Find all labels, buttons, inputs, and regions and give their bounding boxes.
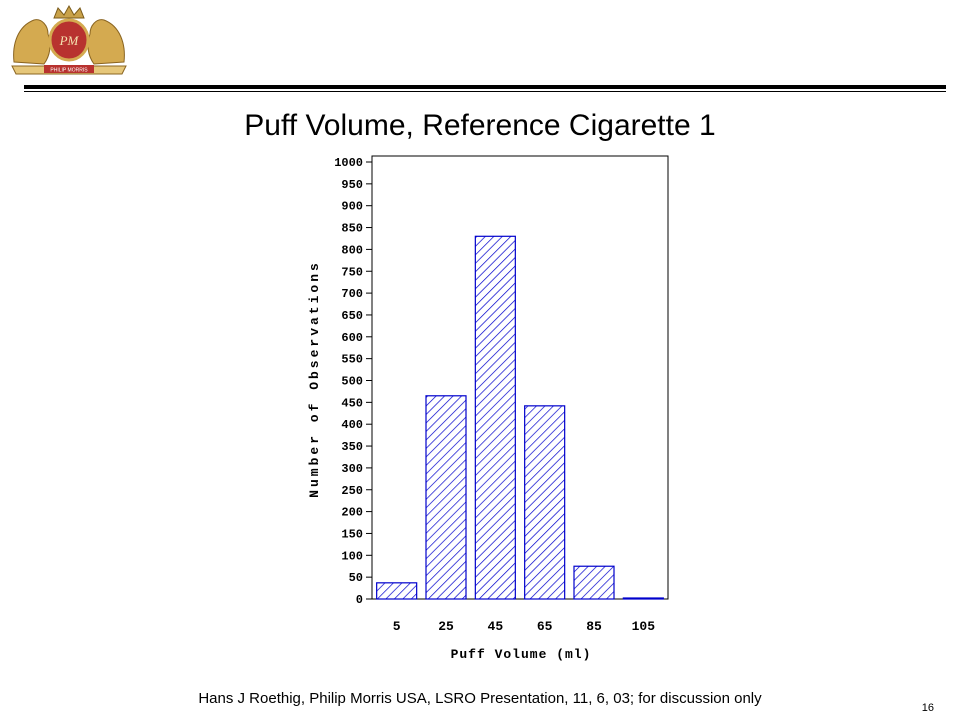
bar xyxy=(425,395,467,600)
y-tick-label: 600 xyxy=(341,331,363,345)
crown-icon xyxy=(53,4,85,19)
y-tick-label: 350 xyxy=(341,440,363,454)
y-tick-label: 700 xyxy=(341,287,363,301)
x-tick-label: 105 xyxy=(632,619,656,634)
y-tick-label: 650 xyxy=(341,309,363,323)
logo-banner-center xyxy=(44,65,94,73)
y-tick-label: 100 xyxy=(341,549,363,563)
y-tick-label: 250 xyxy=(341,484,363,498)
logo-banner-text: PHILIP MORRIS xyxy=(50,68,88,74)
footer-text: Hans J Roethig, Philip Morris USA, LSRO … xyxy=(198,690,762,707)
y-tick-label: 750 xyxy=(341,265,363,279)
y-tick-label: 1000 xyxy=(334,156,363,170)
x-tick-label: 5 xyxy=(393,619,401,634)
x-tick-label: 65 xyxy=(537,619,553,634)
bar xyxy=(376,582,418,600)
x-tick-label: 45 xyxy=(488,619,504,634)
y-axis-label: Number of Observations xyxy=(307,260,322,498)
bar xyxy=(524,405,566,600)
crest-medallion xyxy=(48,18,90,62)
header-rule xyxy=(24,85,946,89)
y-tick-label: 950 xyxy=(341,178,363,192)
header-rule-thin xyxy=(24,91,946,92)
bars xyxy=(376,235,664,600)
bar xyxy=(474,235,516,600)
page-number: 16 xyxy=(921,702,934,714)
x-tick-label: 25 xyxy=(438,619,454,634)
y-tick-label: 150 xyxy=(341,527,363,541)
plot-frame xyxy=(371,155,669,600)
x-tick-label: 85 xyxy=(586,619,602,634)
y-tick-label: 400 xyxy=(341,418,363,432)
y-tick-label: 550 xyxy=(341,353,363,367)
y-tick-label: 900 xyxy=(341,200,363,214)
y-tick-label: 300 xyxy=(341,462,363,476)
x-axis: 5 25 45 65 85 105 xyxy=(393,619,655,634)
bar xyxy=(573,565,615,600)
x-axis-label: Puff Volume (ml) xyxy=(451,647,592,662)
left-lion-icon xyxy=(13,19,51,65)
logo-monogram: PM xyxy=(59,33,80,48)
chart-title: Puff Volume, Reference Cigarette 1 xyxy=(244,109,715,142)
y-tick-label: 0 xyxy=(356,593,363,607)
y-tick-label: 800 xyxy=(341,243,363,257)
y-tick-label: 500 xyxy=(341,375,363,389)
y-axis: 0 50 100 150 200 250 300 350 400 450 500 550 600 650 7… xyxy=(334,156,372,607)
y-tick-label: 200 xyxy=(341,506,363,520)
bar xyxy=(622,597,664,600)
right-lion-icon xyxy=(87,19,125,65)
philip-morris-logo: PM PHILIP MORRIS xyxy=(11,4,127,75)
y-tick-label: 50 xyxy=(349,571,363,585)
y-tick-label: 450 xyxy=(341,396,363,410)
y-tick-label: 850 xyxy=(341,222,363,236)
